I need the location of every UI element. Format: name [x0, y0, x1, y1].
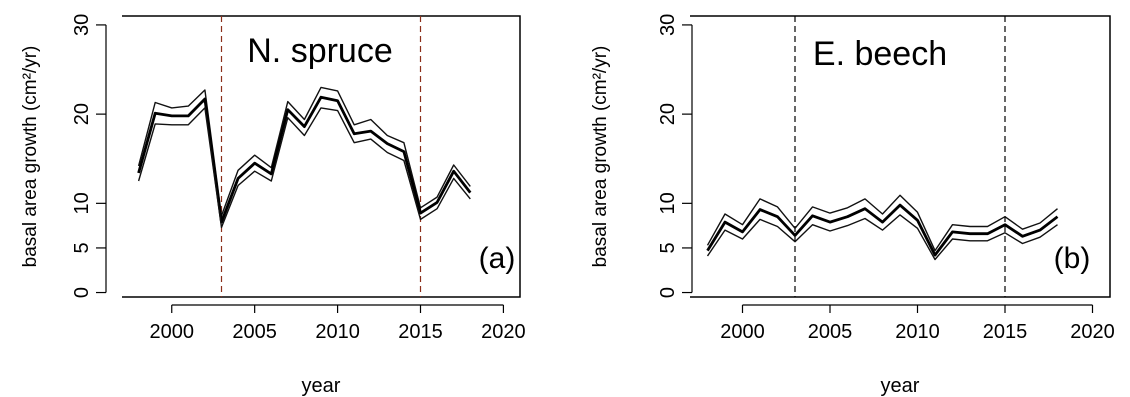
x-tick-label: 2000 — [720, 321, 765, 343]
x-tick-label: 2005 — [232, 321, 277, 343]
x-tick-label: 2015 — [398, 321, 443, 343]
y-axis-label: basal area growth (cm²/yr) — [590, 46, 611, 268]
panel-label: (a) — [479, 242, 516, 275]
y-tick-label: 10 — [657, 192, 679, 214]
x-axis-label: year — [302, 375, 341, 397]
plot-frame — [690, 15, 1111, 298]
x-tick-label: 2010 — [895, 321, 940, 343]
y-tick-label: 20 — [71, 103, 93, 125]
x-tick-label: 2020 — [1070, 321, 1115, 343]
y-tick-label: 30 — [71, 14, 93, 36]
panel-b-e-beech: 0 5 10 20 30 2000 2005 2010 2015 2020 year basal ar… — [590, 14, 1115, 397]
y-tick-label: 0 — [657, 287, 679, 298]
x-tick-label: 2010 — [315, 321, 360, 343]
x-tick-label: 2005 — [808, 321, 853, 343]
x-tick-label: 2020 — [481, 321, 526, 343]
panel-title: N. spruce — [247, 32, 393, 70]
plot-frame — [122, 15, 521, 298]
x-tick-label: 2000 — [150, 321, 195, 343]
series-line — [706, 194, 1058, 252]
y-tick-label: 30 — [657, 14, 679, 36]
panel-a-n-spruce: 0 5 10 20 30 2000 2005 2010 2015 2020 year basal ar… — [20, 14, 526, 397]
y-tick-label: 20 — [657, 103, 679, 125]
series-line — [137, 107, 471, 229]
panel-label: (b) — [1054, 242, 1091, 275]
y-tick-label: 10 — [71, 192, 93, 214]
y-tick-label: 5 — [71, 242, 93, 253]
panel-title: E. beech — [813, 35, 947, 73]
series-line — [706, 214, 1058, 261]
series-line — [137, 86, 471, 217]
y-tick-label: 0 — [71, 287, 93, 298]
x-tick-label: 2015 — [983, 321, 1028, 343]
x-axis-label: year — [881, 375, 920, 397]
series-line — [706, 203, 1059, 257]
series-line — [137, 95, 472, 224]
y-tick-label: 5 — [657, 242, 679, 253]
y-axis-label: basal area growth (cm²/yr) — [20, 46, 41, 268]
